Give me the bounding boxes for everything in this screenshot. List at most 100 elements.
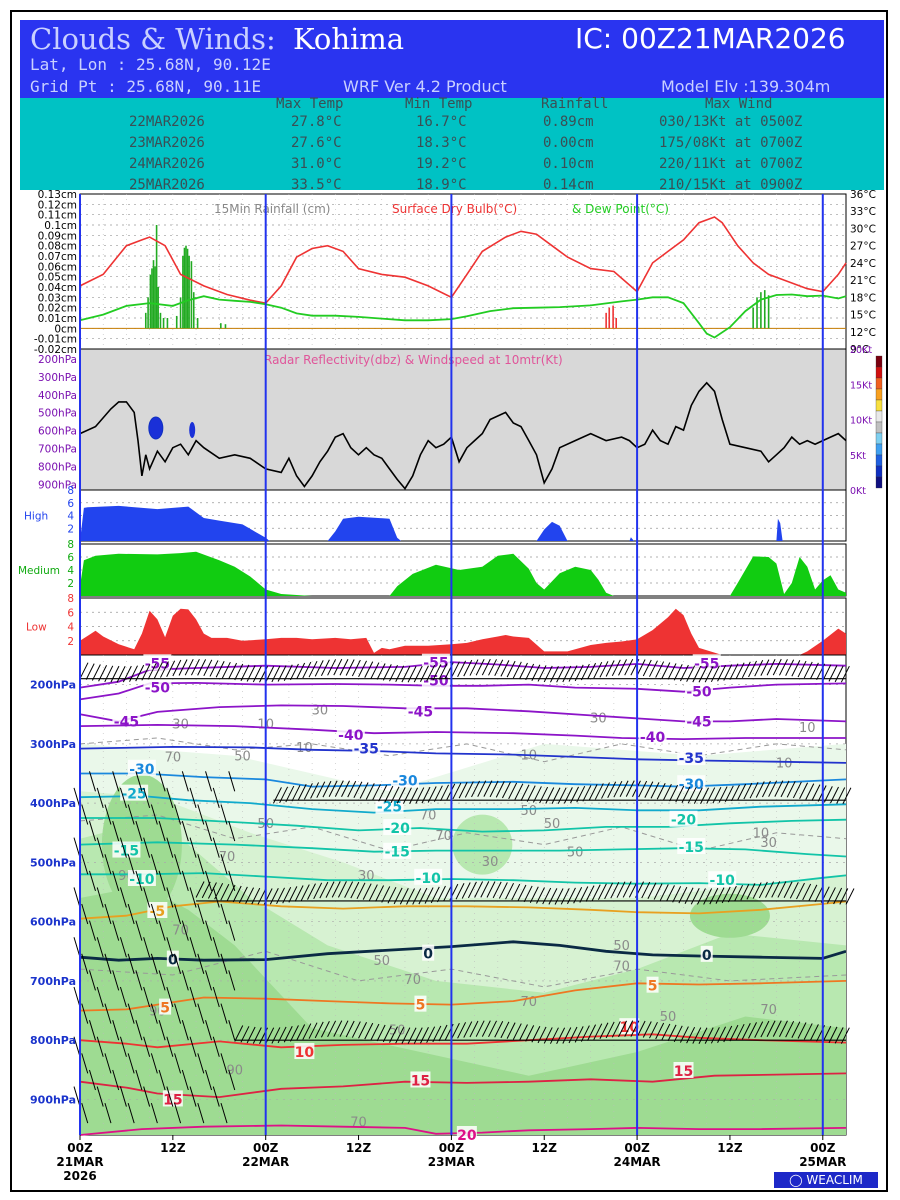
wind-barb (166, 1036, 174, 1057)
row-rainfall: 0.14cm (543, 177, 594, 193)
wind-barb (754, 1021, 764, 1038)
wind-barb (746, 883, 756, 900)
wind-barb (104, 953, 112, 974)
wind-barb (636, 659, 646, 676)
wind-barb (212, 887, 220, 908)
wind-barb (314, 1021, 324, 1039)
wind-barb (625, 780, 635, 797)
isotherm-label-bg (684, 682, 713, 699)
wind-barb (215, 661, 225, 678)
wind-barb (205, 920, 213, 941)
wind-barb (519, 1024, 528, 1041)
wind-barb (345, 1020, 355, 1038)
wind-barb (594, 783, 604, 800)
wind-barb (520, 784, 530, 801)
wind-barb (119, 1086, 127, 1107)
wind-barb (116, 666, 126, 683)
wind-barb (238, 886, 248, 904)
wind-barb (579, 886, 589, 903)
isotherm-label-bg (294, 1043, 315, 1060)
wind-barb (549, 665, 559, 683)
isotherm-label: 15 (163, 1092, 182, 1108)
wind-barb (189, 837, 197, 858)
radar-pressure-tick: 400hPa (38, 390, 77, 402)
wind-barb (562, 1027, 572, 1044)
cross-pressure-tick: 600hPa (30, 916, 76, 929)
wind-barb (112, 1020, 120, 1041)
wind-barb (333, 658, 343, 676)
wind-barb (220, 804, 228, 825)
wind-barb (399, 888, 409, 905)
wind-barb (723, 1025, 733, 1043)
humidity-label: 30 (482, 855, 499, 870)
wind-barb (401, 1027, 411, 1044)
wind-barb (158, 1069, 166, 1091)
wind-barb (508, 782, 518, 800)
wind-barb (166, 1086, 174, 1107)
x-tick-year: 2026 (63, 1169, 96, 1183)
wind-barb (760, 1020, 770, 1038)
wind-barb (88, 870, 96, 891)
wind-barb (189, 1036, 197, 1057)
wind-barb (842, 787, 852, 804)
wind-barb (96, 986, 104, 1008)
isotherm-label: -55 (423, 656, 448, 672)
wind-barb (265, 1027, 275, 1044)
wind-barb (181, 970, 189, 991)
wind-barb (475, 1020, 485, 1037)
radar-panel-frame (79, 348, 847, 491)
wind-barb (181, 1069, 189, 1091)
wind-barb (610, 881, 620, 899)
wind-barb (457, 660, 467, 678)
wind-barb (347, 780, 357, 798)
x-tick-label: 00Z (67, 1141, 93, 1155)
isotherm-label-bg (336, 726, 365, 742)
wind-barb (737, 783, 747, 801)
isotherm-label-bg (410, 1071, 431, 1088)
rain-tick-label: 0.13cm (38, 189, 77, 201)
wind-barb (316, 781, 326, 798)
isotherm-label: -35 (679, 751, 704, 767)
isotherm-label-bg (684, 712, 713, 729)
wind-barb (300, 884, 310, 901)
wind-barb (840, 1027, 850, 1044)
wind-barb (743, 782, 753, 800)
cross-pressure-tick: 800hPa (30, 1034, 76, 1047)
wind-barb (220, 883, 230, 901)
wind-barb (364, 661, 374, 678)
wind-barb (79, 662, 89, 679)
wind-barb (526, 785, 536, 802)
temp-tick-label: 36°C (850, 189, 876, 201)
wind-barb (234, 1025, 244, 1042)
wind-barb (661, 662, 671, 679)
wind-barb (690, 888, 700, 905)
wind-barb (181, 870, 189, 891)
wind-barb (384, 785, 394, 803)
wind-barb (772, 658, 782, 676)
wind-barb (178, 659, 188, 676)
wind-barb (104, 903, 112, 925)
isotherm-line (79, 704, 847, 723)
isotherm-label-bg (677, 775, 706, 792)
wind-barb (339, 658, 349, 676)
wind-barb (150, 953, 158, 974)
wind-barb (303, 783, 313, 800)
wind-barb (119, 1036, 127, 1057)
wind-barb (779, 1020, 788, 1037)
wind-barb (649, 1021, 658, 1039)
temp-tick-label: 12°C (850, 327, 876, 339)
wind-barb (85, 663, 95, 680)
wind-barb (327, 659, 337, 676)
wind-barb (341, 780, 350, 797)
wind-barb (780, 780, 790, 798)
radar-scale-swatch (875, 399, 883, 412)
cross-pressure-tick: 900hPa (30, 1093, 76, 1106)
wind-barb (752, 882, 762, 899)
wind-barb (636, 1020, 646, 1038)
wind-barb (624, 1020, 634, 1037)
wind-barb (556, 1027, 566, 1044)
wind-barb (184, 658, 194, 676)
dew-point-line (79, 293, 847, 339)
wind-barb (212, 986, 220, 1008)
